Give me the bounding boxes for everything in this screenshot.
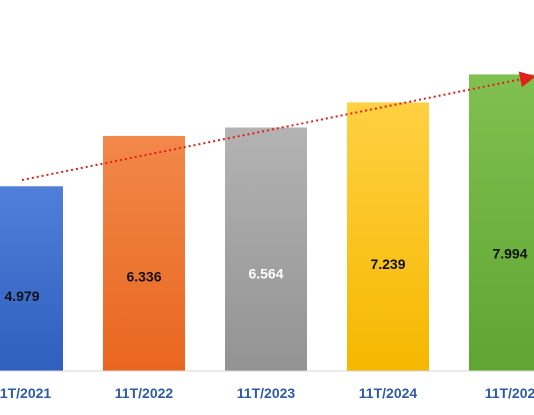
trend-arrow xyxy=(21,71,534,181)
category-label: 11T/2023 xyxy=(237,385,296,401)
category-labels-group: 11T/2021 11T/2022 11T/2023 11T/2024 11T/202 xyxy=(0,385,534,401)
trendline-group xyxy=(21,71,534,181)
value-labels-group: 4.979 6.336 6.564 7.239 7.994 xyxy=(4,245,527,304)
bars-group xyxy=(0,74,534,371)
category-label: 11T/202 xyxy=(485,385,534,401)
value-label: 7.994 xyxy=(492,245,527,261)
bar-11T-2024 xyxy=(347,102,429,371)
value-label: 7.239 xyxy=(370,256,405,272)
bar-11T-2022 xyxy=(103,135,185,371)
category-label: 11T/2021 xyxy=(0,385,51,401)
category-label: 11T/2024 xyxy=(359,385,418,401)
bar-11T-2023 xyxy=(225,127,307,371)
category-label: 11T/2022 xyxy=(115,385,174,401)
bar-11T-2021 xyxy=(0,186,63,371)
value-label: 6.336 xyxy=(126,269,161,285)
value-label: 4.979 xyxy=(4,288,39,304)
value-label: 6.564 xyxy=(248,265,283,281)
bar-11T-202 xyxy=(469,74,534,371)
